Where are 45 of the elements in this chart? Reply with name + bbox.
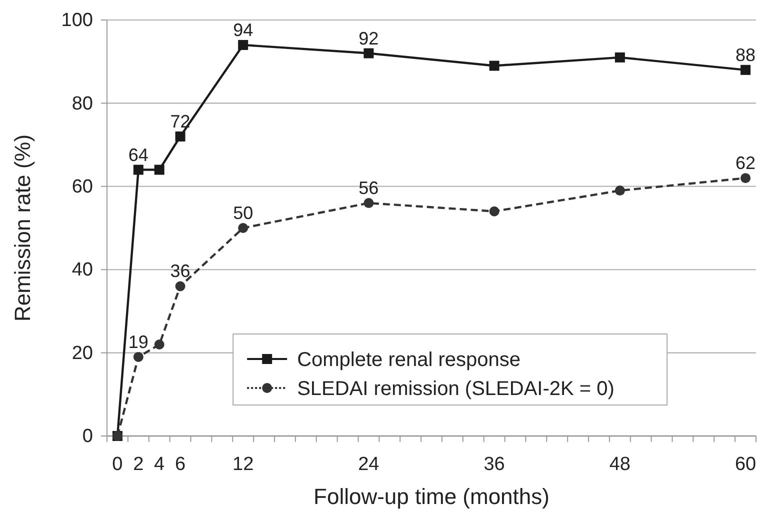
point xyxy=(740,173,751,184)
y-tick-label: 100 xyxy=(61,10,93,32)
data-label: 64 xyxy=(128,144,148,165)
x-tick-label: 4 xyxy=(154,454,166,475)
x-tick-label: 48 xyxy=(609,454,630,475)
y-tick-label: 80 xyxy=(72,93,93,114)
point xyxy=(364,198,374,208)
point xyxy=(133,352,144,362)
point xyxy=(238,40,248,50)
x-tick-label: 36 xyxy=(484,454,505,475)
y-tick-label: 40 xyxy=(72,260,93,281)
data-label: 19 xyxy=(128,332,148,352)
point xyxy=(133,164,144,175)
data-label: 72 xyxy=(170,111,190,132)
legend-label: Complete renal response xyxy=(297,349,521,371)
point xyxy=(154,339,164,350)
point xyxy=(614,52,625,62)
x-tick-label: 0 xyxy=(112,454,123,475)
point xyxy=(175,131,186,142)
y-tick-label: 60 xyxy=(72,176,93,198)
x-tick-label: 24 xyxy=(358,454,380,475)
point xyxy=(154,164,164,175)
point xyxy=(364,48,374,58)
data-label: 88 xyxy=(736,44,756,65)
data-label: 92 xyxy=(358,28,379,48)
y-axis-title: Remission rate (%) xyxy=(10,134,35,322)
data-label: 62 xyxy=(736,153,756,174)
data-label: 94 xyxy=(233,20,254,40)
data-label: 56 xyxy=(358,178,379,198)
point xyxy=(238,223,248,233)
x-tick-label: 60 xyxy=(734,454,756,475)
y-tick-label: 20 xyxy=(72,342,93,364)
point xyxy=(614,186,625,196)
y-tick-label: 0 xyxy=(82,426,93,448)
point xyxy=(489,206,500,216)
legend-label: SLEDAI remission (SLEDAI-2K = 0) xyxy=(297,378,614,400)
point xyxy=(489,60,500,71)
data-label: 50 xyxy=(233,203,254,223)
x-tick-label: 12 xyxy=(232,454,254,475)
point xyxy=(175,281,186,292)
x-axis-title: Follow-up time (months) xyxy=(314,484,550,509)
point xyxy=(740,64,751,75)
x-tick-label: 6 xyxy=(174,454,186,475)
x-tick-label: 2 xyxy=(133,454,144,475)
data-label: 36 xyxy=(170,261,190,282)
